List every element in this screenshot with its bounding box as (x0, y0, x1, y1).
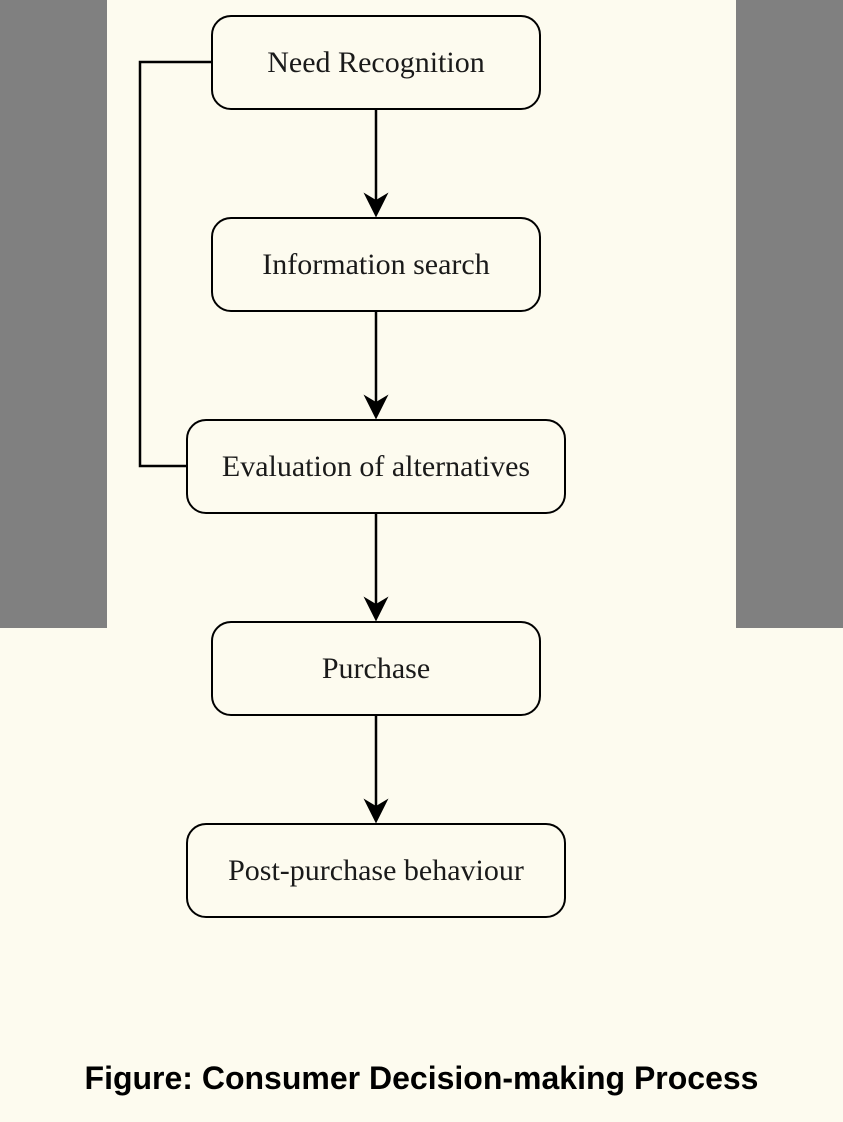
flowchart-diagram: Need Recognition Information search Eval… (0, 0, 843, 1122)
feedback-line-n1-n3 (0, 0, 843, 1122)
caption-text: Figure: Consumer Decision-making Process (85, 1060, 759, 1096)
figure-caption: Figure: Consumer Decision-making Process (0, 1060, 843, 1097)
